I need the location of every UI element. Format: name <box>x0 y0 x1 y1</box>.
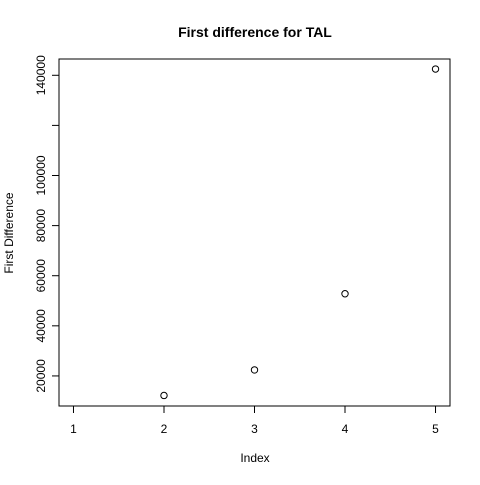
y-tick-label: 80000 <box>34 209 48 243</box>
chart-title: First difference for TAL <box>178 24 332 40</box>
x-tick-label: 4 <box>342 422 349 436</box>
data-point <box>341 290 349 298</box>
data-point <box>250 366 259 374</box>
y-axis-label: First Difference <box>2 192 16 273</box>
x-tick-label: 2 <box>161 422 168 436</box>
y-tick-label: 20000 <box>34 359 48 393</box>
y-tick-label: 140000 <box>34 55 48 95</box>
y-axis: 20000 40000 60000 80000 100000 140000 <box>34 55 60 393</box>
y-tick-label: 60000 <box>34 259 48 293</box>
data-point <box>431 65 440 73</box>
data-points <box>160 65 440 400</box>
y-tick-label: 100000 <box>34 155 48 195</box>
x-tick-label: 1 <box>70 422 77 436</box>
x-tick-label: 3 <box>251 422 258 436</box>
x-axis-label: Index <box>240 451 269 465</box>
x-axis: 1 2 3 4 5 <box>70 405 439 436</box>
data-point <box>160 391 168 400</box>
plot-frame <box>58 58 451 407</box>
x-tick-label: 5 <box>432 422 439 436</box>
y-tick-label: 40000 <box>34 309 48 343</box>
